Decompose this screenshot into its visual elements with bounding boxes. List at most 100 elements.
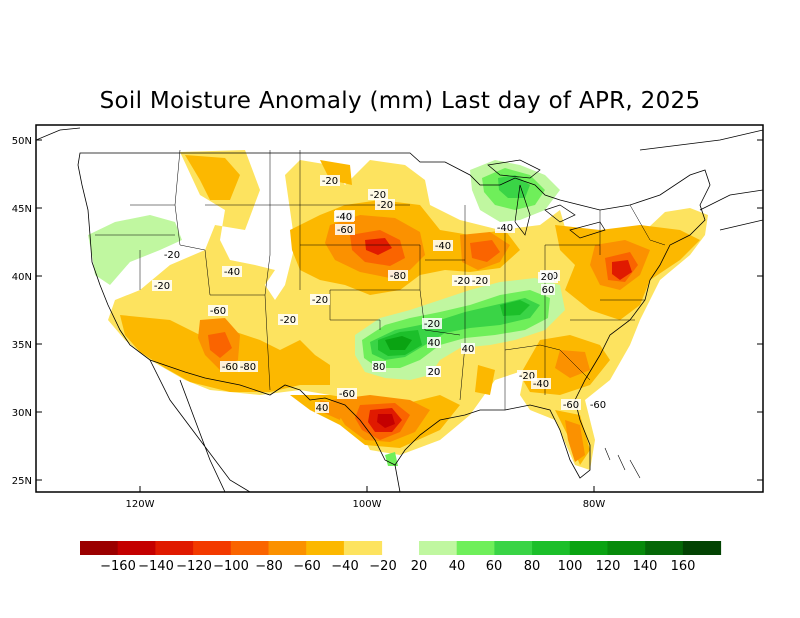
contour-label-bg [517,370,537,381]
contour-label-bg [334,211,354,222]
colorbar-label: 120 [596,559,621,574]
map-frame [35,124,764,493]
florida-keys [604,447,641,479]
wet-region-arkansas-core [385,336,412,350]
colorbar-swatch-wet [645,541,684,555]
colorbar-swatch-wet [456,541,495,555]
lat-label: 35N [12,340,32,351]
lat-label: 50N [12,136,32,147]
contour-label-bg [470,275,490,286]
lat-label: 25N [12,476,32,487]
colorbar-swatch-wet [569,541,608,555]
colorbar-label: 160 [671,559,696,574]
contour-label-bg [238,361,258,372]
colorbar-swatch-dry [268,541,307,555]
dry-region-peak [377,414,395,428]
contour-label-bg [372,361,386,372]
great-lakes [487,159,606,239]
colorbar-swatch-wet [494,541,533,555]
lon-label: 100W [353,499,382,510]
colorbar-label: 20 [411,559,428,574]
wet-region-northwest [88,215,182,285]
dry-region-extreme [365,238,632,432]
contour-label: -40 [224,267,240,278]
contour-label-bg [278,314,298,325]
contour-label: -60 [339,389,355,400]
colorbar-swatch-dry [193,541,232,555]
colorbar-label: 80 [524,559,541,574]
contour-labels: -20-40-60-20-20-40-20-60-80-40-20-20-20-… [152,175,608,414]
colorbar-swatch-dry [230,541,269,555]
anomaly-shading [88,150,708,470]
colorbar-swatch-wet [607,541,646,555]
colorbar-label: −160 [100,559,136,574]
colorbar-label: −120 [176,559,212,574]
colorbar-label: 60 [486,559,503,574]
colorbar-swatch-wet [532,541,571,555]
contour-label: 40 [462,344,475,355]
contour-label-bg [588,399,608,410]
colorbar-swatch-dry [117,541,156,555]
contour-label: -40 [497,223,513,234]
contour-label-bg [461,343,475,354]
contour-label-bg [541,284,555,295]
dry-region-core [198,215,650,462]
contour-label-bg [152,280,172,291]
contour-label: -20 [472,276,488,287]
colorbar-swatch-dry [155,541,194,555]
contour-label: -40 [435,241,451,252]
contour-label: -60 [222,362,238,373]
contour-label-bg [315,402,329,413]
colorbar-label: −140 [138,559,174,574]
colorbar-swatch-wet [419,541,458,555]
wet-region-arkansas-peak [378,300,530,356]
canada-coast [36,127,763,231]
contour-label-bg [220,361,240,372]
contour-label-bg [368,189,388,200]
contour-label-bg [320,175,340,186]
contour-label-bg [427,337,441,348]
contour-label: -20 [280,315,296,326]
contour-label: -60 [337,225,353,236]
lat-label: 30N [12,408,32,419]
map-title: Soil Moisture Anomaly (mm) Last day of A… [99,88,701,114]
colorbar-label: −20 [369,559,396,574]
colorbar-swatch-dry [343,541,383,555]
colorbar-label: 100 [558,559,583,574]
contour-label: -60 [590,400,606,411]
mexico-coast [149,359,401,492]
contour-label: -20 [154,281,170,292]
colorbar-label: 40 [449,559,466,574]
contour-label-bg [375,199,395,210]
contour-label: 40 [428,338,441,349]
contour-label-bg [162,249,182,260]
contour-label: -20 [322,176,338,187]
colorbar-label: 140 [633,559,658,574]
contour-label: -40 [533,379,549,390]
contour-label: -60 [563,400,579,411]
contour-label: -80 [240,362,256,373]
contour-label: -20 [370,190,386,201]
contour-label-bg [540,271,554,282]
contour-label: -20 [454,276,470,287]
contour-label: -20 [164,250,180,261]
contour-label: 80 [373,362,386,373]
contour-label-bg [427,366,441,377]
contour-label: -40 [336,212,352,223]
contour-label: 40 [316,403,329,414]
contour-label-bg [561,399,581,410]
contour-label-bg [433,240,453,251]
colorbar-label: −40 [331,559,358,574]
contour-label-bg [222,266,242,277]
state-lines [95,149,666,410]
contour-label-bg [452,275,472,286]
lon-label: 80W [583,499,606,510]
contour-label-bg [422,318,442,329]
contour-label-bg [208,305,228,316]
lat-label: 40N [12,272,32,283]
lon-label: 120W [126,499,155,510]
contour-label: -20 [519,371,535,382]
contour-label-bg [335,224,355,235]
colorbar-label: −80 [255,559,282,574]
colorbar-label: −60 [293,559,320,574]
